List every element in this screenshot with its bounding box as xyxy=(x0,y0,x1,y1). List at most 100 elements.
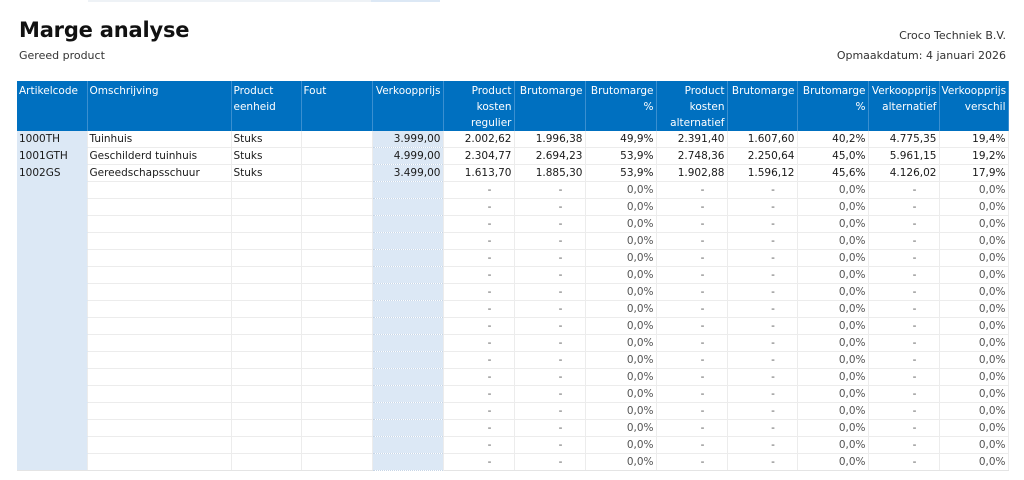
cell-productkosten-regulier[interactable]: - xyxy=(443,317,515,336)
cell-productkosten-regulier[interactable]: - xyxy=(443,385,515,404)
cell-artikelcode[interactable]: 1001GTH xyxy=(17,147,88,166)
cell-verkoopprijs-verschil[interactable]: 0,0% xyxy=(939,453,1009,472)
cell-omschrijving[interactable] xyxy=(87,436,232,455)
cell-artikelcode[interactable] xyxy=(17,453,88,472)
cell-brutomarge-pct-alternatief[interactable]: 0,0% xyxy=(797,436,869,455)
cell-fout[interactable] xyxy=(301,198,373,217)
column-header-verkoopprijs[interactable]: Verkoopprijs xyxy=(372,81,444,131)
cell-verkoopprijs-verschil[interactable]: 0,0% xyxy=(939,232,1009,251)
cell-verkoopprijs-alternatief[interactable]: - xyxy=(868,198,940,217)
cell-fout[interactable] xyxy=(301,181,373,200)
column-header-verkoopprijs-alternatief[interactable]: Verkoopprijs alternatief xyxy=(868,81,940,131)
cell-verkoopprijs[interactable] xyxy=(372,402,444,421)
cell-verkoopprijs[interactable]: 3.499,00 xyxy=(372,164,444,183)
cell-productkosten-regulier[interactable]: - xyxy=(443,419,515,438)
cell-productkosten-regulier[interactable]: - xyxy=(443,351,515,370)
cell-artikelcode[interactable] xyxy=(17,198,88,217)
cell-brutomarge-pct-alternatief[interactable]: 0,0% xyxy=(797,317,869,336)
column-header-brutomarge-alternatief[interactable]: Brutomarge xyxy=(727,81,798,131)
cell-verkoopprijs-alternatief[interactable]: - xyxy=(868,232,940,251)
cell-productkosten-regulier[interactable]: - xyxy=(443,266,515,285)
cell-artikelcode[interactable] xyxy=(17,402,88,421)
cell-verkoopprijs[interactable] xyxy=(372,215,444,234)
cell-productkosten-alternatief[interactable]: - xyxy=(656,249,728,268)
cell-brutomarge-pct-alternatief[interactable]: 0,0% xyxy=(797,249,869,268)
cell-fout[interactable] xyxy=(301,436,373,455)
cell-brutomarge-pct-alternatief[interactable]: 0,0% xyxy=(797,351,869,370)
cell-verkoopprijs-alternatief[interactable]: - xyxy=(868,419,940,438)
cell-artikelcode[interactable] xyxy=(17,181,88,200)
cell-productkosten-alternatief[interactable]: - xyxy=(656,198,728,217)
cell-brutomarge-pct-alternatief[interactable]: 0,0% xyxy=(797,300,869,319)
cell-brutomarge-pct-alternatief[interactable]: 45,0% xyxy=(797,147,869,166)
cell-verkoopprijs-verschil[interactable]: 0,0% xyxy=(939,198,1009,217)
cell-brutomarge-pct-regulier[interactable]: 0,0% xyxy=(585,283,657,302)
cell-fout[interactable] xyxy=(301,283,373,302)
cell-verkoopprijs-alternatief[interactable]: - xyxy=(868,385,940,404)
cell-omschrijving[interactable] xyxy=(87,402,232,421)
cell-product-eenheid[interactable] xyxy=(231,453,302,472)
cell-omschrijving[interactable] xyxy=(87,385,232,404)
cell-brutomarge-alternatief[interactable]: - xyxy=(727,317,798,336)
cell-brutomarge-alternatief[interactable]: - xyxy=(727,283,798,302)
cell-verkoopprijs-alternatief[interactable]: - xyxy=(868,453,940,472)
cell-brutomarge-regulier[interactable]: - xyxy=(514,351,586,370)
cell-productkosten-alternatief[interactable]: - xyxy=(656,283,728,302)
cell-verkoopprijs[interactable] xyxy=(372,232,444,251)
cell-verkoopprijs-verschil[interactable]: 0,0% xyxy=(939,249,1009,268)
cell-brutomarge-pct-regulier[interactable]: 0,0% xyxy=(585,419,657,438)
cell-brutomarge-alternatief[interactable]: - xyxy=(727,232,798,251)
cell-product-eenheid[interactable] xyxy=(231,385,302,404)
cell-product-eenheid[interactable] xyxy=(231,249,302,268)
cell-verkoopprijs[interactable] xyxy=(372,198,444,217)
column-header-fout[interactable]: Fout xyxy=(301,81,373,131)
cell-artikelcode[interactable]: 1000TH xyxy=(17,131,88,149)
cell-productkosten-alternatief[interactable]: - xyxy=(656,402,728,421)
cell-productkosten-alternatief[interactable]: - xyxy=(656,181,728,200)
cell-product-eenheid[interactable] xyxy=(231,266,302,285)
cell-verkoopprijs[interactable] xyxy=(372,453,444,472)
column-header-artikelcode[interactable]: Artikelcode xyxy=(17,81,88,131)
cell-verkoopprijs-alternatief[interactable]: 5.961,15 xyxy=(868,147,940,166)
cell-verkoopprijs-alternatief[interactable]: - xyxy=(868,300,940,319)
cell-verkoopprijs-verschil[interactable]: 17,9% xyxy=(939,164,1009,183)
cell-verkoopprijs-verschil[interactable]: 0,0% xyxy=(939,351,1009,370)
cell-brutomarge-alternatief[interactable]: - xyxy=(727,453,798,472)
cell-fout[interactable] xyxy=(301,402,373,421)
cell-brutomarge-regulier[interactable]: - xyxy=(514,385,586,404)
cell-brutomarge-pct-alternatief[interactable]: 45,6% xyxy=(797,164,869,183)
cell-fout[interactable] xyxy=(301,164,373,183)
cell-omschrijving[interactable]: Geschilderd tuinhuis xyxy=(87,147,232,166)
cell-verkoopprijs[interactable] xyxy=(372,283,444,302)
cell-verkoopprijs-verschil[interactable]: 0,0% xyxy=(939,317,1009,336)
cell-brutomarge-regulier[interactable]: - xyxy=(514,334,586,353)
cell-brutomarge-pct-regulier[interactable]: 0,0% xyxy=(585,453,657,472)
cell-productkosten-regulier[interactable]: - xyxy=(443,198,515,217)
column-header-brutomarge-pct-regulier[interactable]: Brutomarge% xyxy=(585,81,657,131)
cell-verkoopprijs-verschil[interactable]: 0,0% xyxy=(939,334,1009,353)
cell-brutomarge-pct-alternatief[interactable]: 0,0% xyxy=(797,453,869,472)
cell-brutomarge-alternatief[interactable]: - xyxy=(727,181,798,200)
cell-productkosten-alternatief[interactable]: - xyxy=(656,436,728,455)
cell-brutomarge-pct-alternatief[interactable]: 0,0% xyxy=(797,198,869,217)
cell-verkoopprijs-alternatief[interactable]: - xyxy=(868,266,940,285)
cell-productkosten-alternatief[interactable]: - xyxy=(656,351,728,370)
cell-product-eenheid[interactable] xyxy=(231,300,302,319)
cell-productkosten-regulier[interactable]: 2.002,62 xyxy=(443,131,515,149)
cell-omschrijving[interactable]: Gereedschapsschuur xyxy=(87,164,232,183)
cell-product-eenheid[interactable] xyxy=(231,334,302,353)
cell-productkosten-alternatief[interactable]: - xyxy=(656,385,728,404)
cell-verkoopprijs-verschil[interactable]: 0,0% xyxy=(939,402,1009,421)
cell-verkoopprijs-verschil[interactable]: 0,0% xyxy=(939,300,1009,319)
cell-artikelcode[interactable] xyxy=(17,232,88,251)
cell-artikelcode[interactable] xyxy=(17,368,88,387)
cell-verkoopprijs[interactable] xyxy=(372,266,444,285)
cell-fout[interactable] xyxy=(301,266,373,285)
cell-brutomarge-pct-regulier[interactable]: 0,0% xyxy=(585,215,657,234)
cell-brutomarge-alternatief[interactable]: - xyxy=(727,300,798,319)
cell-brutomarge-pct-alternatief[interactable]: 0,0% xyxy=(797,419,869,438)
cell-brutomarge-alternatief[interactable]: - xyxy=(727,334,798,353)
cell-verkoopprijs-verschil[interactable]: 19,4% xyxy=(939,131,1009,149)
cell-brutomarge-regulier[interactable]: - xyxy=(514,317,586,336)
cell-productkosten-alternatief[interactable]: - xyxy=(656,334,728,353)
